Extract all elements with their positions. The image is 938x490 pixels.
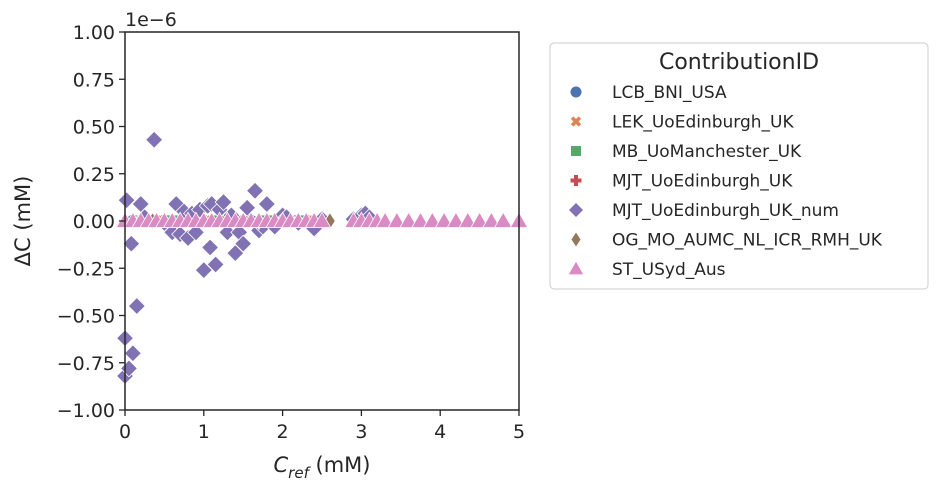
data-point (434, 211, 454, 228)
legend-items: LCB_BNI_USA LEK_UoEdinburgh_UK MB_UoManche… (568, 83, 883, 280)
data-point (206, 255, 225, 274)
y-tick-label: 0.75 (73, 69, 115, 91)
data-point (411, 211, 430, 228)
legend-label: LCB_BNI_USA (612, 83, 727, 103)
legend-marker (568, 261, 584, 275)
data-point (218, 223, 237, 242)
y-tick-label: −0.25 (57, 258, 115, 280)
x-axis-label-unit: (mM) (309, 453, 371, 477)
y-tick-label: 0.00 (73, 211, 115, 233)
data-point (246, 181, 264, 200)
legend-title: ContributionID (659, 50, 819, 75)
legend-marker (570, 116, 582, 127)
legend-marker (570, 86, 582, 98)
y-tick-label: −0.50 (57, 306, 115, 328)
data-point (131, 195, 150, 213)
y-tick-label: 0.25 (73, 164, 115, 186)
y-tick-label: 0.50 (73, 117, 115, 139)
data-point (399, 211, 419, 228)
x-tick-label: 5 (513, 421, 525, 443)
data-point (194, 261, 213, 280)
data-point (422, 211, 442, 228)
plot-area (115, 130, 529, 385)
data-point (387, 211, 407, 228)
x-tick-label: 3 (355, 421, 367, 443)
data-point (238, 198, 257, 217)
data-point (257, 195, 276, 213)
data-point (470, 211, 489, 228)
data-point (375, 211, 395, 228)
legend-label: LEK_UoEdinburgh_UK (612, 113, 794, 133)
legend-label: MB_UoManchester_UK (612, 142, 802, 162)
series-ST_USyd_Aus (115, 211, 529, 228)
data-point (458, 211, 478, 228)
x-axis-label-main: C (274, 453, 289, 477)
legend-label: MJT_UoEdinburgh_UK (612, 172, 793, 192)
y-tick-label: −0.75 (57, 353, 115, 375)
data-point (117, 191, 136, 210)
x-tick-label: 1 (198, 421, 210, 443)
legend-item: LEK_UoEdinburgh_UK (570, 113, 794, 133)
legend-marker (571, 146, 581, 156)
y-axis-label: ΔC (mM) (11, 176, 35, 267)
x-axis-ticks: 0 1 2 3 4 5 (119, 410, 525, 443)
data-point (324, 211, 336, 231)
legend-item: MB_UoManchester_UK (571, 142, 802, 162)
data-point (123, 344, 142, 363)
legend-label: OG_MO_AUMC_NL_ICR_RMH_UK (612, 231, 883, 251)
legend-item: MJT_UoEdinburgh_UK (570, 172, 793, 192)
legend-item: OG_MO_AUMC_NL_ICR_RMH_UK (571, 231, 883, 251)
legend-marker (571, 232, 581, 247)
data-point (214, 193, 233, 212)
y-tick-label: −1.00 (57, 400, 115, 422)
data-point (312, 211, 332, 228)
data-point (186, 223, 205, 242)
legend-item: LCB_BNI_USA (570, 83, 727, 103)
legend-item: MJT_UoEdinburgh_UK_num (569, 201, 839, 221)
data-point (493, 211, 513, 228)
legend-label: ST_USyd_Aus (612, 260, 726, 280)
legend-marker (570, 175, 582, 186)
series-MJT_UoEdinburgh_UK_num (116, 130, 379, 385)
legend-item: ST_USyd_Aus (568, 260, 726, 280)
x-tick-label: 0 (119, 421, 131, 443)
data-point (201, 238, 220, 257)
data-point (446, 211, 466, 228)
data-point (127, 297, 146, 316)
data-point (234, 234, 253, 253)
x-axis-label-subscript: ref (288, 464, 311, 482)
legend-frame (549, 42, 929, 290)
legend-label: MJT_UoEdinburgh_UK_num (612, 201, 839, 221)
x-tick-label: 2 (277, 421, 289, 443)
x-axis-label: Cref (mM) (274, 453, 371, 482)
data-point (482, 211, 501, 228)
x-tick-label: 4 (434, 421, 446, 443)
legend: ContributionID LCB_BNI_USA LEK_UoEdinburg… (549, 42, 929, 290)
legend-marker (569, 203, 583, 217)
data-point (145, 130, 164, 149)
y-offset-text: 1e−6 (125, 9, 177, 31)
y-axis-ticks: −1.00 −0.75 −0.50 −0.25 0.00 0.25 0.50 0.75 1.00 (57, 22, 125, 422)
y-tick-label: 1.00 (73, 22, 115, 44)
